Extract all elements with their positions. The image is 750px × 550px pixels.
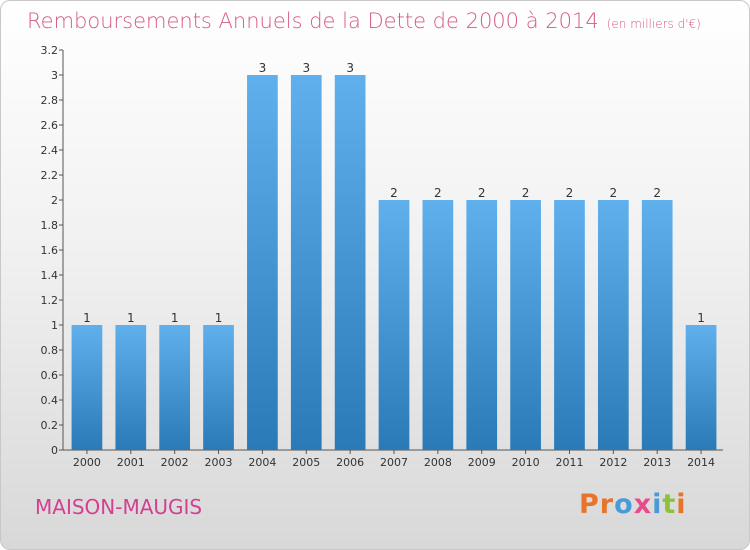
data-label: 1 (215, 311, 223, 325)
bar-2003 (203, 325, 234, 450)
x-tick-label: 2014 (687, 456, 715, 469)
bar-2010 (510, 200, 541, 450)
y-tick-label: 0.2 (41, 419, 59, 432)
bar-2007 (378, 200, 410, 450)
bar-2014 (685, 325, 717, 450)
data-label: 2 (478, 186, 486, 200)
data-label: 1 (127, 311, 135, 325)
chart-bars (71, 75, 717, 450)
data-label: 1 (171, 311, 179, 325)
x-tick-label: 2000 (73, 456, 101, 469)
data-label: 3 (302, 61, 310, 75)
logo-letter: r (599, 489, 615, 520)
logo-letter: P (579, 489, 600, 520)
y-tick-label: 0.6 (41, 369, 59, 382)
logo-letter: t (662, 489, 677, 520)
bar-2004 (247, 75, 278, 450)
data-label: 2 (610, 186, 618, 200)
data-label: 2 (653, 186, 661, 200)
y-tick-label: 0.8 (41, 344, 59, 357)
commune-name: MAISON-MAUGIS (35, 495, 203, 519)
x-tick-label: 2003 (205, 456, 233, 469)
y-tick-label: 0 (51, 444, 58, 457)
x-tick-label: 2002 (161, 456, 189, 469)
logo-letter: x (633, 489, 653, 520)
chart-labels: 2000 1 2001 1 2002 1 2003 1 2004 3 2005 3 2006 3 2007 2… (73, 61, 715, 469)
y-tick-label: 1 (51, 319, 58, 332)
data-label: 3 (259, 61, 267, 75)
bar-2011 (554, 200, 585, 450)
data-label: 2 (522, 186, 530, 200)
bar-2009 (466, 200, 498, 450)
y-tick-label: 2.4 (41, 144, 59, 157)
bar-2005 (290, 75, 322, 450)
y-tick-label: 2 (51, 194, 58, 207)
chart-axes: 0 0.2 0.4 0.6 0.8 1 1.2 1.4 1.6 1.8 2 2.2 2.4 2.6 2.8 3… (41, 44, 723, 457)
chart-title-text: Remboursements Annuels de la Dette de 20… (27, 9, 599, 33)
data-label: 2 (390, 186, 398, 200)
x-tick-label: 2008 (424, 456, 452, 469)
data-label: 1 (697, 311, 705, 325)
x-tick-label: 2011 (555, 456, 583, 469)
chart-title: Remboursements Annuels de la Dette de 20… (27, 9, 701, 33)
y-tick-label: 2.8 (41, 94, 59, 107)
x-tick-label: 2001 (117, 456, 145, 469)
y-tick-label: 0.4 (41, 394, 59, 407)
bar-2012 (597, 200, 629, 450)
data-label: 1 (83, 311, 91, 325)
x-tick-label: 2009 (468, 456, 496, 469)
x-tick-label: 2012 (599, 456, 627, 469)
y-tick-label: 2.6 (41, 119, 59, 132)
y-tick-label: 1.6 (41, 244, 59, 257)
y-tick-label: 3 (51, 69, 58, 82)
data-label: 2 (566, 186, 574, 200)
x-tick-label: 2007 (380, 456, 408, 469)
x-tick-label: 2010 (512, 456, 540, 469)
data-label: 3 (346, 61, 354, 75)
y-tick-label: 3.2 (41, 44, 59, 57)
logo-letter: i (676, 489, 687, 520)
data-label: 2 (434, 186, 442, 200)
chart-subtitle: (en milliers d'€) (606, 17, 701, 31)
logo-letter: i (652, 489, 663, 520)
x-tick-label: 2006 (336, 456, 364, 469)
x-tick-label: 2005 (292, 456, 320, 469)
x-tick-label: 2013 (643, 456, 671, 469)
bar-2006 (334, 75, 366, 450)
x-tick-label: 2004 (248, 456, 276, 469)
bar-2000 (71, 325, 103, 450)
y-tick-label: 1.4 (41, 269, 59, 282)
logo-letter: o (614, 489, 634, 520)
bar-2008 (422, 200, 454, 450)
bar-2013 (641, 200, 673, 450)
y-tick-label: 1.8 (41, 219, 59, 232)
y-tick-label: 1.2 (41, 294, 59, 307)
bar-2001 (115, 325, 147, 450)
bar-2002 (159, 325, 191, 450)
proxiti-logo: Proxiti (579, 489, 687, 520)
y-tick-label: 2.2 (41, 169, 59, 182)
